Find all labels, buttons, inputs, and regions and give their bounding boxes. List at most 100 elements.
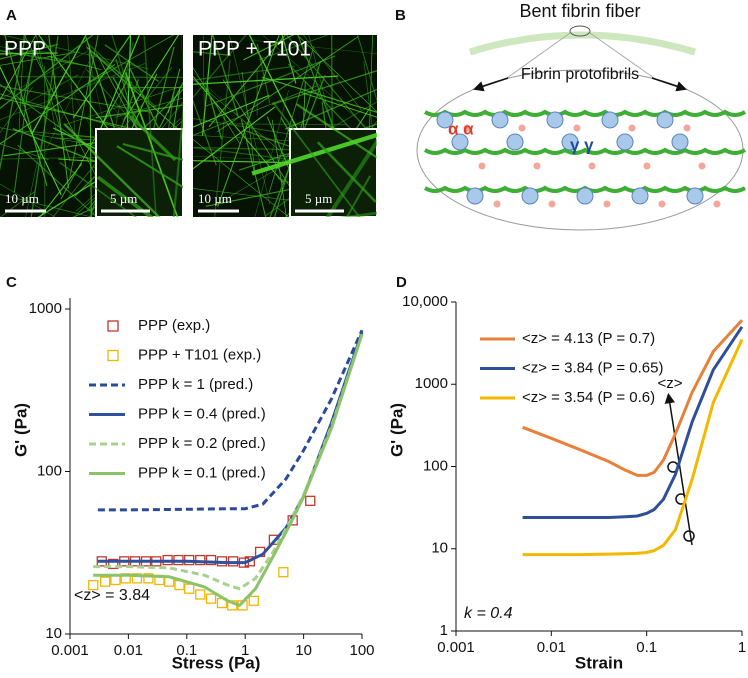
x-tick-label: 0.01	[537, 639, 566, 656]
fiber	[262, 35, 377, 137]
arrow	[664, 392, 693, 546]
fiber	[338, 211, 377, 217]
x-tick-label: 0.1	[636, 639, 657, 656]
fiber	[281, 35, 297, 84]
legend-label: <z> = 3.84 (P = 0.65)	[522, 359, 664, 376]
fiber	[249, 39, 377, 55]
marker	[305, 495, 316, 506]
fiber	[243, 35, 295, 61]
fiber	[0, 35, 27, 171]
fiber	[0, 50, 90, 67]
fiber	[303, 35, 362, 111]
fiber	[1, 35, 149, 70]
diagram-subtitle: Fibrin protofibrils	[521, 66, 639, 83]
fiber	[346, 175, 372, 217]
panel-label: B	[395, 7, 406, 24]
series-line	[522, 338, 744, 557]
panel-label: A	[6, 7, 17, 24]
globule	[506, 133, 524, 151]
inset	[95, 128, 184, 218]
globule	[451, 133, 469, 151]
fiber	[0, 87, 33, 133]
fiber	[193, 99, 217, 166]
fiber	[201, 35, 213, 136]
diagram-title: Bent fibrin fiber	[519, 1, 640, 21]
y-tick-label: 10	[45, 625, 62, 642]
globule	[561, 133, 579, 151]
fiber	[0, 35, 37, 100]
scale-bar-label: 5 µm	[110, 191, 137, 206]
fiber	[0, 63, 146, 121]
fiber	[214, 59, 231, 217]
fiber	[44, 35, 101, 147]
fiber	[124, 72, 179, 217]
fiber	[254, 89, 289, 217]
alpha-c	[518, 124, 526, 132]
fiber	[122, 142, 183, 161]
fiber	[86, 46, 183, 135]
protofibrils	[423, 109, 747, 208]
fiber	[193, 51, 232, 56]
fiber	[0, 143, 49, 161]
gamma-label: γ γ	[570, 135, 594, 154]
fiber	[193, 75, 286, 185]
fiber	[180, 35, 183, 71]
fiber	[193, 85, 318, 136]
panel-label: C	[6, 274, 17, 291]
fiber	[206, 85, 223, 140]
inset-fibers	[251, 101, 377, 217]
fiber	[468, 31, 696, 56]
fiber	[296, 35, 377, 113]
alpha-c	[548, 200, 556, 208]
legend-label: PPP k = 1 (pred.)	[138, 376, 253, 393]
fiber	[193, 35, 247, 99]
fiber	[284, 88, 377, 130]
marker	[184, 583, 195, 594]
x-axis-title: Strain	[575, 653, 623, 672]
fiber	[193, 67, 241, 145]
fiber	[205, 55, 336, 107]
scale-bar-label: 5 µm	[305, 191, 332, 206]
fiber	[116, 145, 183, 189]
fiber	[212, 35, 239, 117]
zoom-region	[569, 25, 591, 37]
fiber	[256, 43, 271, 104]
image-title: PPP	[4, 38, 46, 61]
alpha-c	[493, 200, 501, 208]
alpha-c	[603, 200, 611, 208]
series-line	[97, 329, 364, 512]
fiber	[0, 183, 56, 217]
fiber	[316, 141, 377, 203]
legend-label: <z> = 4.13 (P = 0.7)	[522, 330, 655, 347]
fiber	[0, 191, 35, 217]
globule	[671, 133, 689, 151]
marker	[100, 576, 111, 587]
alpha-c	[478, 162, 486, 170]
x-tick-label: 1	[738, 639, 746, 656]
series-line	[522, 319, 744, 477]
fiber	[0, 51, 88, 100]
protofibril	[423, 147, 747, 155]
fiber	[222, 79, 299, 201]
globule	[521, 187, 539, 205]
y-tick-label: 10,000	[402, 293, 448, 310]
fiber	[167, 68, 181, 114]
alpha-c	[698, 162, 706, 170]
alpha-c	[713, 200, 721, 208]
fiber	[0, 46, 56, 54]
fiber	[35, 35, 57, 130]
marker	[143, 573, 154, 584]
annotation: <z> = 3.84	[74, 587, 150, 604]
globule	[466, 187, 484, 205]
fiber	[98, 35, 140, 133]
legend-marker	[107, 320, 119, 332]
panel-label: D	[396, 274, 407, 291]
y-axis-title: G' (Pa)	[387, 403, 406, 457]
x-tick-label: 10	[295, 642, 312, 659]
globule	[436, 111, 454, 129]
legend-label: PPP (exp.)	[138, 317, 210, 334]
fiber	[0, 93, 147, 136]
fiber	[72, 35, 132, 119]
fiber	[104, 44, 159, 82]
